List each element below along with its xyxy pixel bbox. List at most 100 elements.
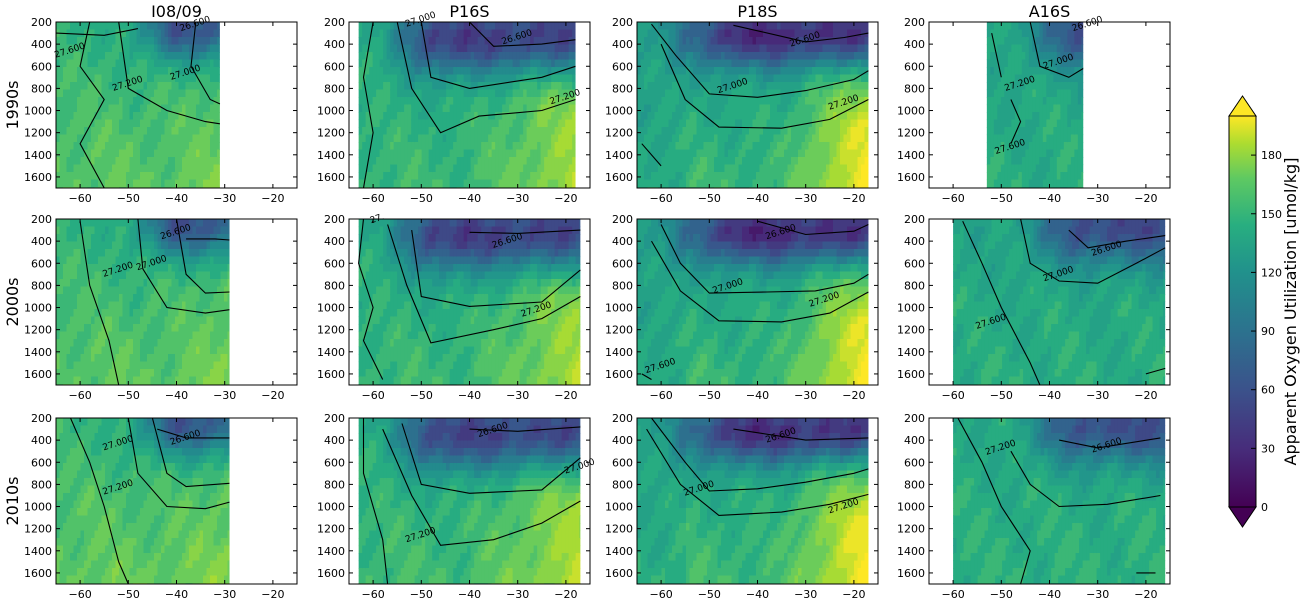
aou-cell [478,165,482,173]
aou-cell [81,105,85,113]
aou-cell [165,180,169,188]
aou-cell [471,60,475,68]
aou-cell [404,135,408,143]
aou-cell [105,172,109,180]
aou-cell [432,60,436,68]
aou-cell [506,157,510,165]
aou-cell [210,142,214,150]
aou-cell [359,112,363,120]
aou-cell [214,45,218,53]
aou-cell [548,22,552,30]
aou-cell [520,157,524,165]
aou-cell [453,165,457,173]
aou-cell [422,82,426,90]
aou-cell [130,45,134,53]
aou-cell [432,135,436,143]
aou-cell [182,180,186,188]
aou-cell [418,37,422,45]
aou-cell [394,142,398,150]
aou-cell [450,112,454,120]
aou-cell [196,180,200,188]
aou-cell [179,112,183,120]
aou-cell [387,165,391,173]
aou-cell [147,45,151,53]
aou-cell [401,172,405,180]
aou-cell [109,97,113,105]
aou-cell [151,90,155,98]
aou-cell [207,142,211,150]
aou-cell [460,157,464,165]
aou-cell [453,180,457,188]
aou-cell [98,75,102,83]
aou-cell [443,60,447,68]
aou-cell [200,157,204,165]
aou-cell [478,22,482,30]
aou-cell [81,120,85,128]
aou-cell [415,75,419,83]
aou-cell [144,75,148,83]
aou-cell [443,105,447,113]
aou-cell [446,90,450,98]
aou-cell [217,142,220,150]
aou-cell [130,30,134,38]
aou-cell [200,97,204,105]
aou-cell [527,150,531,158]
aou-cell [502,52,506,60]
aou-cell [394,90,398,98]
aou-cell [105,52,109,60]
aou-cell [537,150,541,158]
aou-cell [394,105,398,113]
aou-cell [572,45,575,53]
aou-cell [98,30,102,38]
aou-cell [362,127,366,135]
aou-cell [530,165,534,173]
aou-cell [390,120,394,128]
aou-cell [390,172,394,180]
aou-cell [439,120,443,128]
aou-cell [555,150,559,158]
aou-cell [217,150,220,158]
aou-cell [63,97,67,105]
aou-cell [443,172,447,180]
aou-cell [520,180,524,188]
aou-cell [499,165,503,173]
aou-cell [450,120,454,128]
aou-cell [175,45,179,53]
aou-cell [91,60,95,68]
aou-cell [481,135,485,143]
aou-cell [439,45,443,53]
aou-cell [471,180,475,188]
aou-cell [123,105,127,113]
aou-cell [137,180,141,188]
aou-cell [67,157,71,165]
aou-cell [88,37,92,45]
aou-cell [387,90,391,98]
aou-cell [74,97,78,105]
aou-cell [63,90,67,98]
aou-cell [98,120,102,128]
aou-cell [432,22,436,30]
aou-cell [565,127,569,135]
aou-cell [411,157,415,165]
aou-cell [105,180,109,188]
aou-cell [390,97,394,105]
aou-cell [446,165,450,173]
aou-cell [210,45,214,53]
aou-cell [214,150,218,158]
aou-cell [446,180,450,188]
aou-cell [418,90,422,98]
aou-cell [359,75,363,83]
aou-cell [418,157,422,165]
aou-cell [102,120,106,128]
aou-cell [530,90,534,98]
aou-cell [439,172,443,180]
aou-cell [516,135,520,143]
aou-cell [418,52,422,60]
aou-cell [133,60,137,68]
aou-cell [165,75,169,83]
aou-cell [509,157,513,165]
aou-cell [366,30,370,38]
aou-cell [130,52,134,60]
aou-cell [499,172,503,180]
aou-cell [422,180,426,188]
